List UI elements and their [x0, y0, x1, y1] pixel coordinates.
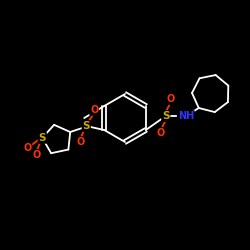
Text: NH: NH — [178, 111, 194, 121]
Text: S: S — [82, 121, 90, 131]
Text: O: O — [76, 137, 84, 147]
Text: O: O — [167, 94, 175, 104]
Text: S: S — [162, 111, 170, 121]
Text: O: O — [157, 128, 165, 138]
Text: O: O — [23, 143, 32, 153]
Text: O: O — [90, 105, 98, 115]
Text: S: S — [38, 133, 46, 143]
Text: O: O — [32, 150, 40, 160]
